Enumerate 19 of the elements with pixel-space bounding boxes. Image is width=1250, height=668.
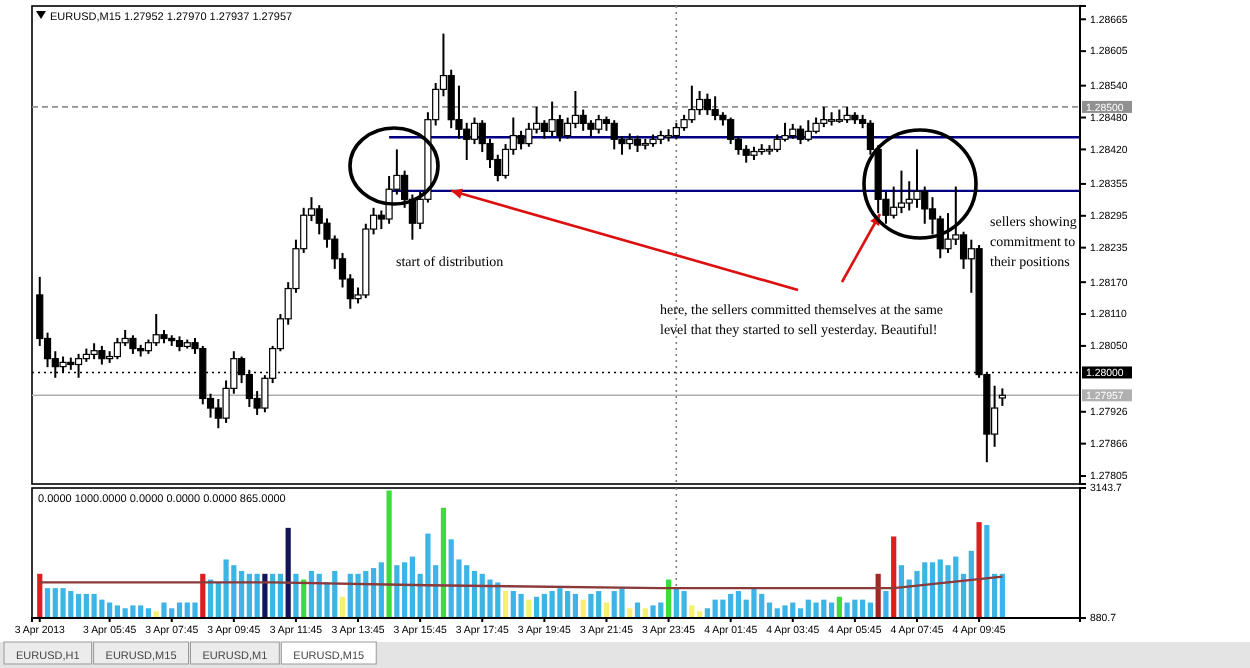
candlestick bbox=[796, 124, 805, 146]
candlestick bbox=[98, 344, 106, 366]
candlestick bbox=[711, 95, 719, 122]
candlestick bbox=[129, 334, 137, 355]
candlestick bbox=[913, 148, 921, 209]
candlestick bbox=[610, 119, 618, 151]
candlestick bbox=[525, 121, 533, 148]
candlestick bbox=[548, 100, 556, 138]
candlestick bbox=[579, 108, 587, 132]
candlestick bbox=[113, 336, 121, 361]
candlestick bbox=[696, 89, 704, 116]
candlestick bbox=[820, 105, 828, 129]
candlestick bbox=[688, 84, 696, 124]
candlestick bbox=[703, 92, 711, 116]
candlestick bbox=[897, 169, 906, 215]
candlestick bbox=[152, 313, 160, 347]
candlestick bbox=[517, 129, 525, 151]
candlestick bbox=[595, 113, 603, 135]
candlestick bbox=[804, 119, 812, 143]
